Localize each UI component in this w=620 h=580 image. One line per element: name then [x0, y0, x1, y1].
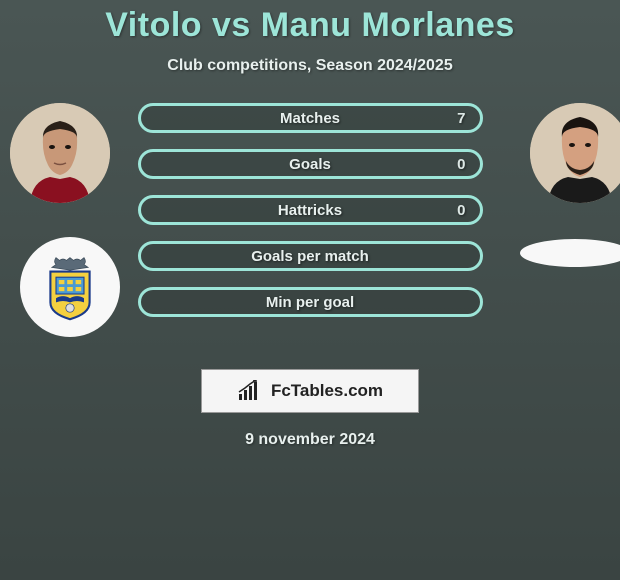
chart-icon	[237, 380, 265, 402]
stat-row-goals-per-match: Goals per match	[138, 241, 483, 271]
page-subtitle: Club competitions, Season 2024/2025	[0, 57, 620, 75]
stat-label: Goals	[289, 156, 331, 173]
stats-list: Matches 7 Goals 0 Hattricks 0 Goals per …	[138, 103, 483, 317]
stat-label: Hattricks	[278, 202, 342, 219]
stat-row-matches: Matches 7	[138, 103, 483, 133]
stat-label: Min per goal	[266, 294, 354, 311]
player-avatar-right	[530, 103, 620, 203]
brand-box[interactable]: FcTables.com	[201, 369, 419, 413]
stat-row-min-per-goal: Min per goal	[138, 287, 483, 317]
person-icon	[530, 103, 620, 203]
stat-value: 7	[457, 110, 465, 127]
stat-label: Matches	[280, 110, 340, 127]
stat-value: 0	[457, 156, 465, 173]
club-badge-right	[520, 239, 620, 267]
club-badge-left	[20, 237, 120, 337]
player-avatar-left	[10, 103, 110, 203]
shield-icon	[35, 252, 105, 322]
brand-label: FcTables.com	[271, 381, 383, 401]
stat-value: 0	[457, 202, 465, 219]
stat-label: Goals per match	[251, 248, 369, 265]
stat-row-hattricks: Hattricks 0	[138, 195, 483, 225]
stat-row-goals: Goals 0	[138, 149, 483, 179]
page-title: Vitolo vs Manu Morlanes	[0, 0, 620, 45]
date-label: 9 november 2024	[0, 431, 620, 449]
person-icon	[10, 103, 110, 203]
comparison-panel: Matches 7 Goals 0 Hattricks 0 Goals per …	[0, 103, 620, 353]
